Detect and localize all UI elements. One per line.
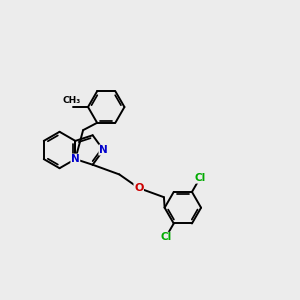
Text: N: N: [99, 145, 108, 155]
Text: Cl: Cl: [194, 173, 206, 183]
Text: O: O: [134, 183, 143, 193]
Text: N: N: [71, 154, 80, 164]
Text: CH₃: CH₃: [62, 96, 80, 105]
Text: Cl: Cl: [160, 232, 171, 242]
